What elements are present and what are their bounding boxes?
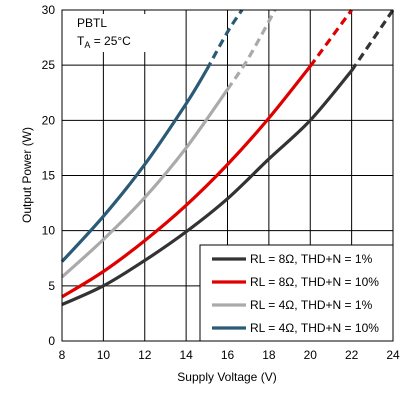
series-line-dashed-3	[226, 9, 277, 91]
y-tick-label: 0	[48, 334, 55, 348]
x-tick-label: 24	[386, 348, 400, 362]
y-tick-labels: 0 5 10 15 20 25 30	[42, 3, 56, 348]
x-tick-label: 8	[59, 348, 66, 362]
legend-label: RL = 4Ω, THD+N = 1%	[250, 298, 373, 312]
annotation-rest: = 25°C	[90, 34, 131, 48]
y-tick-label: 30	[42, 3, 56, 17]
x-tick-label: 14	[179, 348, 193, 362]
legend: RL = 8Ω, THD+N = 1% RL = 8Ω, THD+N = 10% R…	[199, 244, 394, 342]
series-line-dashed-4	[205, 9, 244, 71]
annotation-t: T	[77, 34, 85, 48]
legend-label: RL = 8Ω, THD+N = 10%	[250, 275, 379, 289]
x-tick-label: 16	[221, 348, 235, 362]
series-line-dashed-1	[350, 9, 395, 72]
y-axis-title: Output Power (W)	[20, 127, 34, 223]
annotation-background	[70, 14, 162, 52]
y-tick-label: 20	[42, 113, 56, 127]
y-tick-label: 15	[42, 169, 56, 183]
x-tick-label: 22	[345, 348, 359, 362]
legend-box	[199, 244, 394, 342]
y-tick-label: 5	[48, 279, 55, 293]
annotation-line2: TA = 25°C	[77, 34, 131, 50]
y-tick-label: 10	[42, 224, 56, 238]
x-tick-label: 20	[304, 348, 318, 362]
series-line-2	[61, 65, 312, 299]
annotation-line1: PBTL	[77, 16, 107, 30]
legend-label: RL = 4Ω, THD+N = 10%	[250, 321, 379, 335]
x-tick-label: 18	[262, 348, 276, 362]
y-tick-label: 25	[42, 58, 56, 72]
series-line-4	[60, 68, 209, 263]
legend-label: RL = 8Ω, THD+N = 1%	[250, 252, 373, 266]
grid	[62, 10, 393, 341]
series-line-3	[60, 88, 229, 279]
series-line-dashed-2	[308, 9, 353, 68]
series-layer	[60, 9, 395, 307]
x-tick-label: 12	[138, 348, 152, 362]
series-line-1	[61, 69, 353, 307]
annotation-subscript: A	[84, 40, 90, 50]
x-axis-title: Supply Voltage (V)	[177, 370, 276, 384]
x-tick-labels: 8 10 12 14 16 18 20 22 24	[59, 348, 400, 362]
x-tick-label: 10	[97, 348, 111, 362]
